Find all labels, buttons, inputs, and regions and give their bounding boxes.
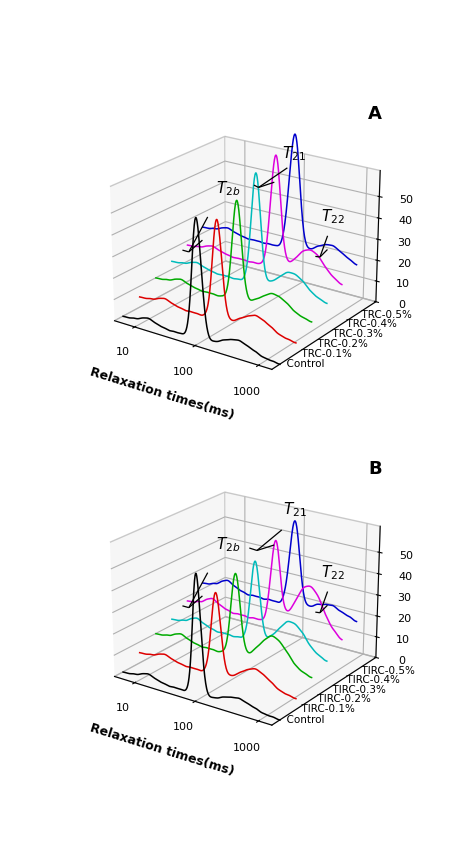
X-axis label: Relaxation times(ms): Relaxation times(ms) <box>89 366 236 423</box>
Text: A: A <box>368 104 382 123</box>
Text: B: B <box>369 460 382 479</box>
X-axis label: Relaxation times(ms): Relaxation times(ms) <box>89 722 236 778</box>
